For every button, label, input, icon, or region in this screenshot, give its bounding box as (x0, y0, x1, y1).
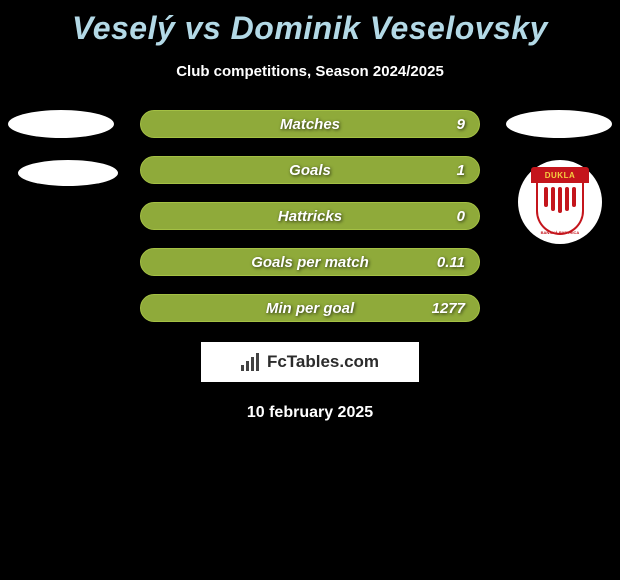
logo-text: FcTables.com (267, 352, 379, 372)
subtitle: Club competitions, Season 2024/2025 (0, 63, 620, 80)
stat-bar-min-per-goal: Min per goal 1277 (140, 294, 480, 322)
stat-row: Min per goal 1277 (0, 294, 620, 322)
page-title: Veselý vs Dominik Veselovsky (0, 0, 620, 47)
stat-value: 1277 (432, 300, 465, 317)
stat-value: 1 (457, 162, 465, 179)
date-text: 10 february 2025 (0, 404, 620, 422)
stat-value: 9 (457, 116, 465, 133)
stat-row: Goals 1 (0, 156, 620, 184)
stat-bar-matches: Matches 9 (140, 110, 480, 138)
stat-value: 0 (457, 208, 465, 225)
stat-row: Hattricks 0 (0, 202, 620, 230)
stat-label: Goals (289, 162, 331, 179)
stat-bar-goals-per-match: Goals per match 0.11 (140, 248, 480, 276)
stat-row: Matches 9 (0, 110, 620, 138)
stat-label: Hattricks (278, 208, 342, 225)
stats-container: DUKLA BANSKÁ BYSTRICA Matches 9 Goals 1 (0, 110, 620, 322)
stat-row: Goals per match 0.11 (0, 248, 620, 276)
stat-label: Matches (280, 116, 340, 133)
chart-icon (241, 353, 263, 371)
badge-bottom-text: BANSKÁ BYSTRICA (538, 230, 582, 235)
stat-value: 0.11 (437, 254, 465, 271)
logo-box[interactable]: FcTables.com (201, 342, 419, 382)
stat-bar-goals: Goals 1 (140, 156, 480, 184)
stat-label: Min per goal (266, 300, 354, 317)
stat-bar-hattricks: Hattricks 0 (140, 202, 480, 230)
stat-label: Goals per match (251, 254, 369, 271)
